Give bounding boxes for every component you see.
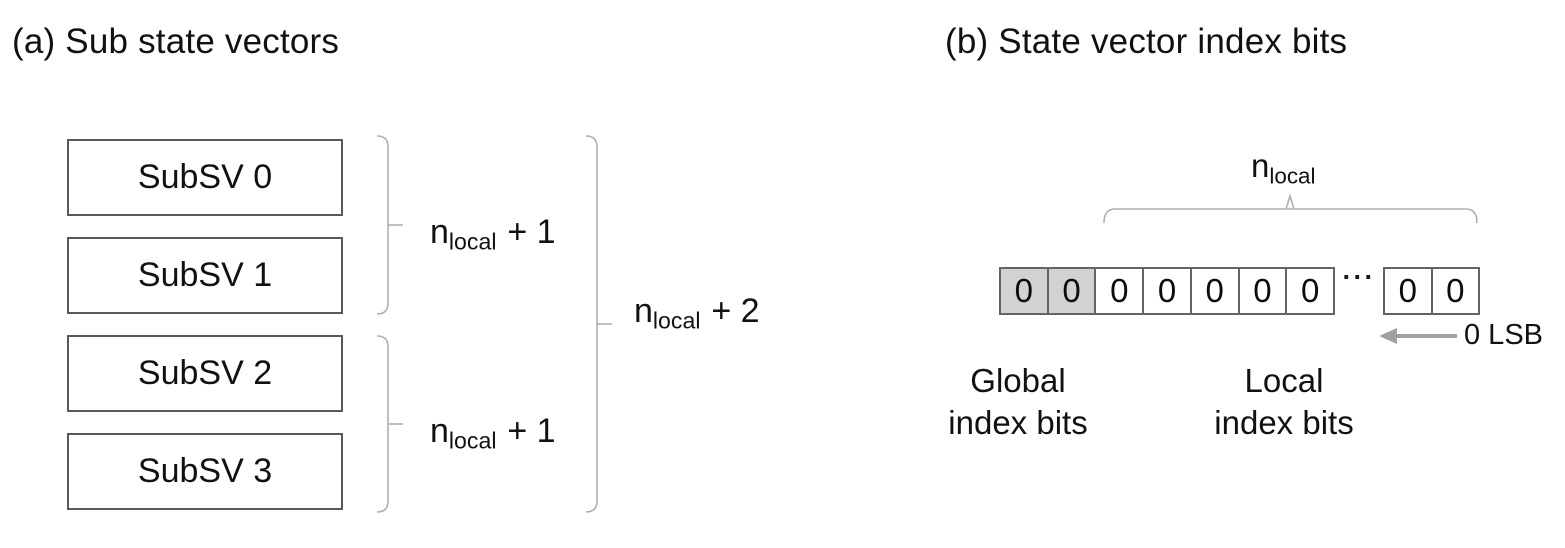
global-index-bits-label: Global index bits xyxy=(928,360,1108,444)
panel-b-title: (b) State vector index bits xyxy=(945,22,1348,61)
bit-cells-lsb: 0 0 xyxy=(1383,267,1480,315)
global-index-bits-line1: Global xyxy=(970,362,1066,399)
lsb-label: 0 LSB xyxy=(1464,319,1543,351)
bit-cell-global-0: 0 xyxy=(1001,269,1047,313)
lsb-arrow-head xyxy=(1379,328,1397,344)
nlocal-suffix: + 1 xyxy=(507,213,556,251)
nlocal-suffix: + 1 xyxy=(507,412,556,450)
nlocal-brace-label: nlocal xyxy=(1251,147,1316,189)
brace-pair2 xyxy=(376,335,389,513)
brace-nlocal-tick xyxy=(1285,193,1295,210)
bit-cell-global-1: 0 xyxy=(1046,269,1095,313)
bit-cell-local-4: 0 xyxy=(1285,269,1334,313)
local-index-bits-line1: Local xyxy=(1244,362,1324,399)
subsv-box-2: SubSV 2 xyxy=(67,335,343,412)
nlocal-sub: local xyxy=(448,228,497,255)
nlocal-var: n xyxy=(430,412,449,450)
nlocal-suffix: + 2 xyxy=(711,292,760,330)
bit-cell-local-0: 0 xyxy=(1094,269,1143,313)
brace-outer-label: nlocal + 2 xyxy=(634,292,760,334)
subsv-box-0-label: SubSV 0 xyxy=(137,158,273,196)
subsv-box-2-label: SubSV 2 xyxy=(137,354,273,392)
local-index-bits-line2: index bits xyxy=(1214,404,1354,441)
nlocal-sub: local xyxy=(1269,163,1316,189)
brace-pair2-label: nlocal + 1 xyxy=(430,412,556,454)
bit-cells-ellipsis: ··· xyxy=(1342,262,1376,292)
subsv-box-3: SubSV 3 xyxy=(67,433,343,510)
nlocal-var: n xyxy=(634,292,653,330)
bit-cell-lsb-0: 0 xyxy=(1430,269,1478,313)
bit-cell-local-1: 0 xyxy=(1142,269,1190,313)
subsv-box-1: SubSV 1 xyxy=(67,237,343,314)
subsv-box-1-label: SubSV 1 xyxy=(137,256,273,294)
nlocal-sub: local xyxy=(652,307,701,334)
bit-cell-local-2: 0 xyxy=(1189,269,1238,313)
brace-pair1-label: nlocal + 1 xyxy=(430,213,556,255)
subsv-box-3-label: SubSV 3 xyxy=(137,452,273,490)
brace-pair1 xyxy=(376,135,389,315)
nlocal-sub: local xyxy=(448,427,497,454)
bit-cells-main: 0 0 0 0 0 0 0 xyxy=(999,267,1335,315)
nlocal-var: n xyxy=(1251,147,1270,184)
subsv-box-0: SubSV 0 xyxy=(67,139,343,216)
brace-nlocal xyxy=(1103,208,1478,224)
panel-a-title: (a) Sub state vectors xyxy=(12,22,340,61)
local-index-bits-label: Local index bits xyxy=(1194,360,1374,444)
brace-outer xyxy=(585,135,598,513)
global-index-bits-line2: index bits xyxy=(948,404,1088,441)
nlocal-var: n xyxy=(430,213,449,251)
bit-cell-local-3: 0 xyxy=(1237,269,1286,313)
bit-cell-lsb-1: 0 xyxy=(1385,269,1431,313)
